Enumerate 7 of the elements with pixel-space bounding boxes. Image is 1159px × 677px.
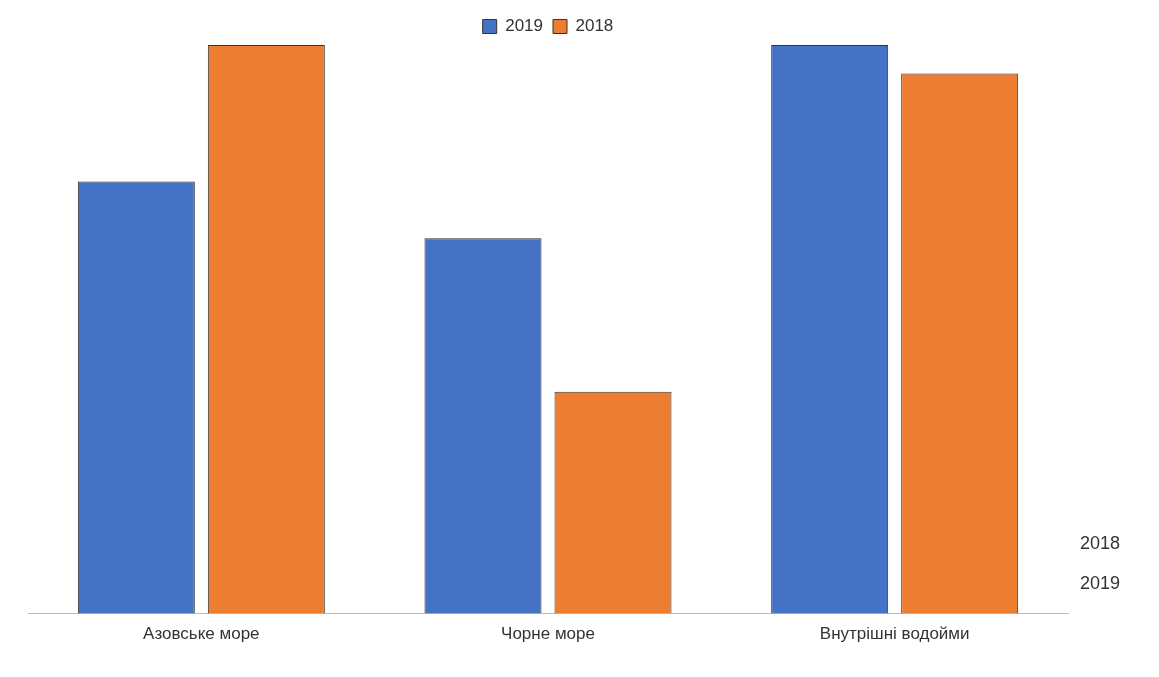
text: 2018 (1080, 532, 1121, 553)
x-tick-label: Чорне море (501, 624, 595, 644)
x-tick-label: Азовське море (143, 624, 260, 644)
legend-label: 2019 (505, 16, 544, 36)
legend-label: 2018 (575, 16, 614, 36)
x-tick-label: Внутрішні водойми (819, 624, 970, 644)
text: 2019 (1080, 572, 1121, 593)
